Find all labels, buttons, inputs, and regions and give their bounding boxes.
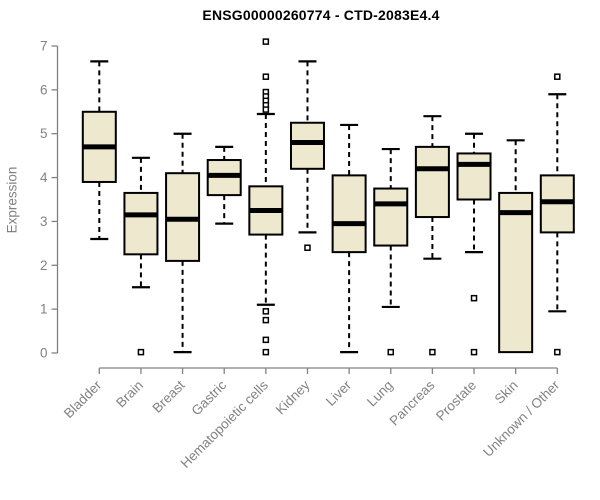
- boxplot-bladder: [81, 60, 117, 241]
- boxplot-unknown-other: [539, 73, 575, 356]
- x-tick-label-lung: Lung: [364, 378, 396, 410]
- boxplot-hematopoietic-cells: [248, 38, 284, 356]
- outlier-point: [304, 244, 311, 251]
- x-tick-label-brain: Brain: [113, 378, 146, 411]
- outlier-point: [262, 106, 270, 113]
- boxplot-pancreas: [414, 115, 450, 356]
- iqr-box: [498, 191, 534, 354]
- outlier-point: [554, 73, 561, 80]
- boxplot-kidney: [289, 60, 325, 251]
- y-tick-label: 6: [40, 82, 48, 97]
- boxplot-brain: [123, 156, 159, 356]
- outlier-point: [137, 348, 145, 356]
- x-tick-label-unknown-other: Unknown / Other: [480, 377, 563, 460]
- y-tick-label: 2: [40, 258, 48, 273]
- boxplot-breast: [165, 132, 201, 354]
- chart-title: ENSG00000260774 - CTD-2083E4.4: [202, 7, 440, 23]
- outlier-point: [262, 348, 270, 356]
- boxplot-skin: [498, 139, 534, 354]
- outlier-point: [387, 348, 395, 356]
- iqr-box: [414, 145, 450, 219]
- boxplot-gastric: [206, 145, 242, 225]
- x-tick-label-skin: Skin: [492, 378, 521, 407]
- y-tick-label: 1: [40, 302, 48, 317]
- iqr-box: [373, 187, 409, 247]
- outlier-point: [470, 294, 478, 302]
- outlier-point: [262, 308, 270, 315]
- x-tick-label-bladder: Bladder: [61, 377, 105, 421]
- outlier-point: [262, 336, 270, 344]
- outlier-point: [262, 38, 270, 45]
- y-tick-label: 4: [40, 170, 48, 185]
- iqr-box: [331, 174, 367, 254]
- y-tick-label: 0: [40, 346, 48, 361]
- x-tick-label-gastric: Gastric: [188, 377, 229, 418]
- boxplot-liver: [331, 123, 367, 354]
- y-tick-label: 5: [40, 126, 48, 141]
- y-tick-label: 7: [40, 39, 48, 54]
- y-tick-label: 3: [40, 214, 48, 229]
- x-tick-label-pancreas: Pancreas: [387, 377, 438, 428]
- iqr-box: [123, 191, 159, 256]
- x-tick-label-breast: Breast: [149, 377, 187, 415]
- x-tick-label-kidney: Kidney: [273, 377, 313, 417]
- iqr-box: [289, 121, 325, 170]
- iqr-box: [456, 152, 492, 201]
- outlier-point: [470, 348, 478, 356]
- boxplot-lung: [373, 147, 409, 356]
- outlier-point: [429, 348, 436, 356]
- outlier-point: [262, 316, 270, 324]
- x-tick-label-liver: Liver: [323, 377, 355, 409]
- boxplot-prostate: [456, 132, 492, 356]
- outlier-point: [262, 73, 270, 80]
- outlier-point: [554, 348, 561, 356]
- x-tick-label-prostate: Prostate: [433, 378, 479, 424]
